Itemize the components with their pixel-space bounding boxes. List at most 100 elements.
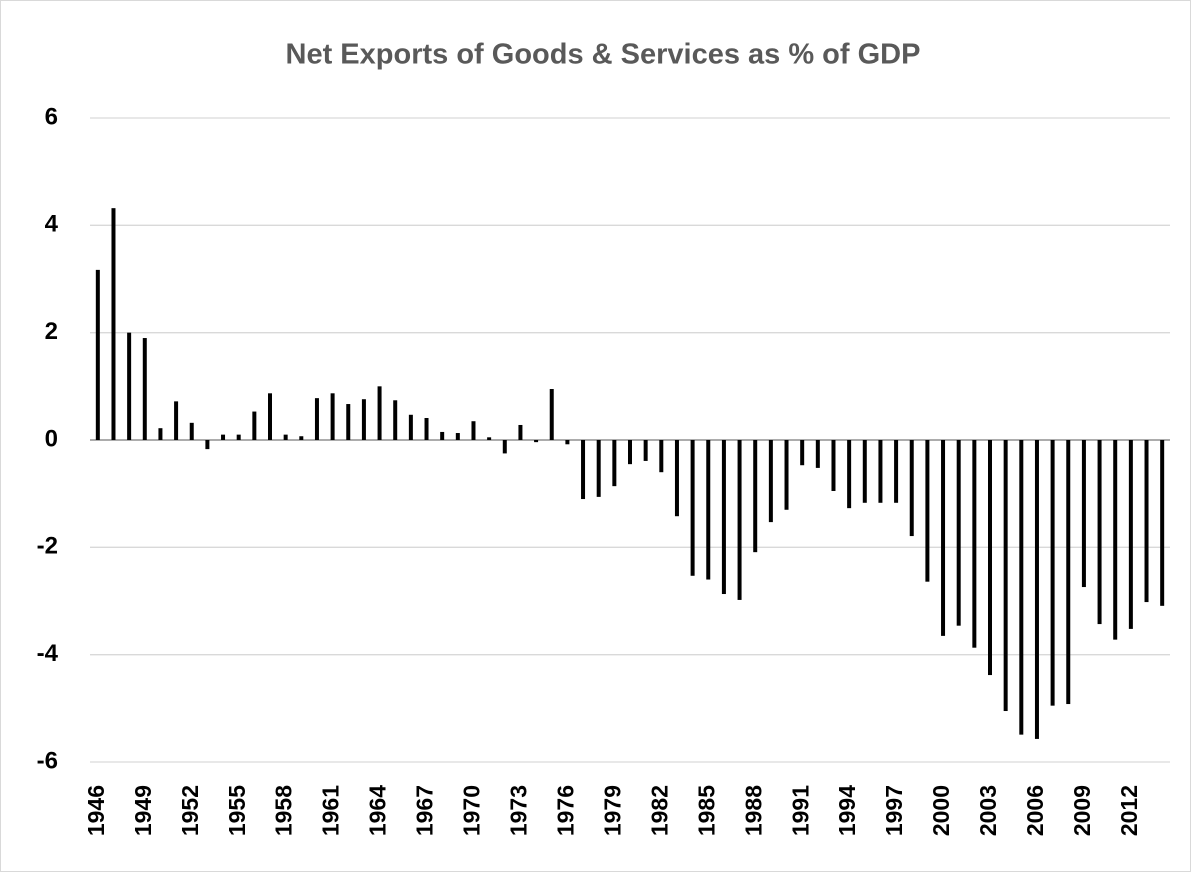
- bar: [925, 440, 930, 582]
- bar: [221, 434, 226, 440]
- bar: [518, 424, 523, 440]
- bar: [1081, 440, 1086, 588]
- chart-title: Net Exports of Goods & Services as % of …: [286, 39, 921, 71]
- bar: [628, 440, 632, 465]
- x-tick-label: 1949: [130, 785, 156, 836]
- bar: [111, 208, 116, 440]
- bar: [862, 440, 867, 503]
- bar: [956, 440, 961, 626]
- bar: [768, 440, 773, 523]
- bar: [878, 440, 883, 503]
- bar: [721, 440, 726, 595]
- bar: [95, 269, 100, 440]
- bar: [972, 440, 977, 648]
- bar: [1003, 440, 1008, 712]
- y-tick-label: -2: [37, 533, 58, 560]
- bar: [440, 431, 445, 440]
- bar: [142, 338, 147, 440]
- bar: [314, 398, 319, 440]
- x-tick-label: 1991: [787, 785, 813, 836]
- bar: [1066, 440, 1071, 705]
- x-tick-label: 1946: [83, 785, 109, 836]
- y-tick-label: -6: [37, 747, 58, 774]
- bar: [1128, 440, 1133, 629]
- x-tick-label: 2003: [975, 785, 1001, 836]
- bar: [1034, 440, 1039, 739]
- x-tick-label: 1976: [552, 785, 578, 836]
- x-tick-label: 1967: [412, 785, 438, 836]
- bar: [158, 428, 163, 440]
- bar: [268, 393, 272, 440]
- bar: [127, 332, 132, 440]
- bar: [455, 433, 460, 440]
- x-tick-label: 1979: [599, 785, 625, 836]
- bar: [659, 440, 664, 473]
- bar: [1019, 440, 1024, 735]
- x-tick-label: 2009: [1069, 785, 1095, 836]
- x-tick-label: 1982: [646, 785, 672, 836]
- y-tick-label: -4: [37, 640, 59, 667]
- bar: [831, 440, 836, 491]
- bar: [299, 436, 304, 440]
- bar: [909, 440, 914, 537]
- x-tick-label: 1958: [271, 785, 297, 836]
- bar: [753, 440, 758, 553]
- bar: [1113, 440, 1118, 640]
- bar: [643, 440, 648, 461]
- x-tick-label: 1973: [506, 785, 532, 836]
- bar: [1160, 440, 1165, 606]
- x-tick-label: 1994: [834, 785, 860, 836]
- y-tick-label: 6: [45, 103, 58, 130]
- bar: [565, 440, 570, 445]
- x-tick-label: 2006: [1022, 785, 1048, 836]
- bar: [1050, 440, 1055, 706]
- bar: [581, 440, 586, 500]
- bar: [847, 440, 852, 509]
- x-tick-label: 1955: [224, 785, 250, 836]
- bar: [361, 399, 366, 440]
- bar: [988, 440, 992, 676]
- bar: [941, 440, 946, 636]
- x-tick-label: 2000: [928, 785, 954, 836]
- bar: [534, 440, 539, 443]
- bar: [330, 393, 335, 440]
- bar: [205, 440, 210, 450]
- x-tick-label: 1952: [177, 785, 203, 836]
- bar: [674, 440, 679, 517]
- bar: [737, 440, 742, 600]
- bar: [346, 404, 351, 440]
- y-tick-label: 2: [45, 318, 58, 345]
- bar: [612, 440, 617, 487]
- bar: [894, 440, 899, 503]
- bar: [393, 400, 398, 440]
- x-tick-label: 2012: [1116, 785, 1142, 836]
- x-tick-label: 1988: [740, 785, 766, 836]
- bar: [424, 417, 429, 440]
- bar: [784, 440, 789, 510]
- bar: [502, 440, 507, 454]
- bar: [471, 421, 476, 440]
- bar: [487, 437, 492, 440]
- bar: [706, 440, 711, 580]
- x-tick-label: 1970: [459, 785, 485, 836]
- x-tick-label: 1985: [693, 785, 719, 836]
- bar: [800, 440, 805, 466]
- x-tick-label: 1964: [365, 785, 391, 836]
- bar: [815, 440, 820, 468]
- bar: [236, 434, 241, 440]
- x-tick-label: 1997: [881, 785, 907, 836]
- bar: [1144, 440, 1149, 603]
- y-tick-label: 0: [45, 425, 58, 452]
- bar: [408, 414, 413, 440]
- bar: [174, 401, 179, 440]
- bar: [1097, 440, 1102, 625]
- bar: [596, 440, 601, 497]
- bar: [283, 434, 288, 440]
- bar: [377, 386, 382, 440]
- bar: [252, 411, 257, 440]
- bar: [690, 440, 695, 576]
- bar: [549, 389, 554, 440]
- y-tick-label: 4: [45, 211, 59, 238]
